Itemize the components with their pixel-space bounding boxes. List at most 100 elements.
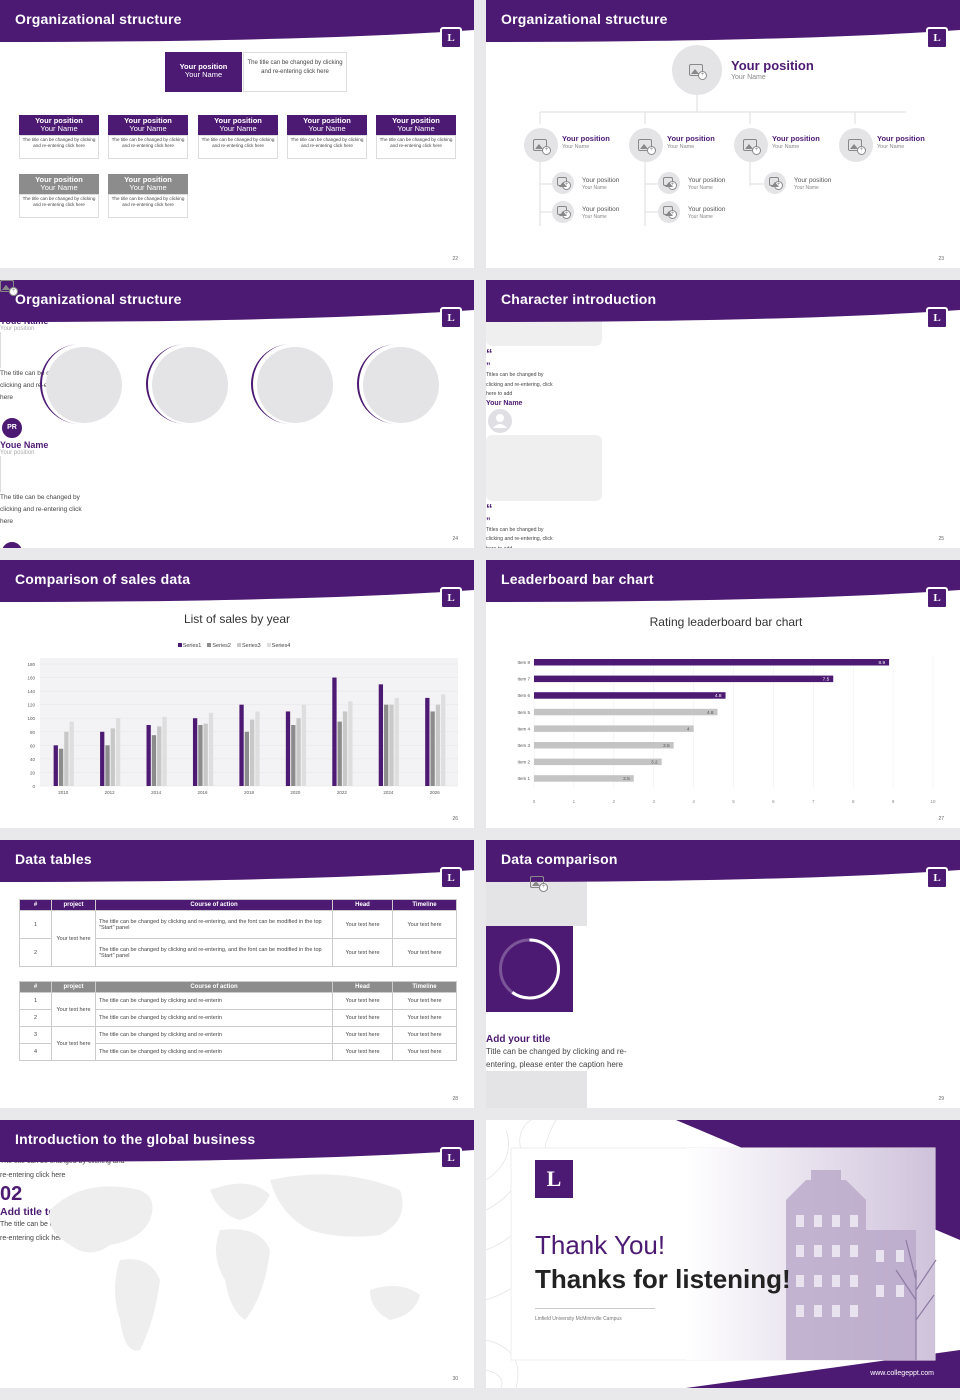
- node-name: Your Name: [688, 214, 713, 220]
- quote-text: Titles can be changed by clicking and re…: [486, 372, 553, 398]
- org-top-box[interactable]: Your position Your Name: [165, 52, 242, 92]
- top-position: Your position: [731, 58, 814, 73]
- table-row: 3 Your text here The title can be changed …: [19, 1026, 457, 1061]
- hbar: [534, 659, 890, 666]
- y-tick-label: 140: [27, 689, 35, 694]
- y-tick-label: 160: [27, 676, 35, 681]
- avatar-small[interactable]: [552, 172, 574, 194]
- decor-background: [486, 1120, 960, 1388]
- person-name: Your Name: [486, 399, 523, 407]
- avatar-small[interactable]: [658, 201, 680, 223]
- slide-header: Organizational structure L: [486, 0, 960, 49]
- org-lines: [539, 95, 906, 226]
- slide-sales-chart[interactable]: Comparison of sales data L List of sales…: [0, 560, 474, 828]
- image-icon: [848, 139, 866, 155]
- member-avatar[interactable]: [355, 342, 445, 432]
- node-name: Your Name: [877, 144, 905, 150]
- org-position-box[interactable]: Your position Your Name: [376, 115, 456, 135]
- category-label: Item 4: [517, 726, 530, 731]
- org-position-box[interactable]: Your position Your Name: [19, 115, 99, 135]
- image-icon: [689, 64, 707, 80]
- slide-header: Organizational structure L: [0, 0, 474, 49]
- image-icon: [533, 139, 551, 155]
- member-avatar[interactable]: [38, 342, 128, 432]
- chart-title: Rating leaderboard bar chart: [649, 615, 803, 629]
- col-num: #: [19, 899, 52, 911]
- page-number: 28: [452, 1096, 458, 1102]
- slide-character-intro[interactable]: Character introduction L “” Titles can be…: [486, 280, 960, 548]
- org-position-box[interactable]: Your position Your Name: [287, 115, 367, 135]
- bar: [53, 745, 58, 786]
- slide-org-chart-boxes[interactable]: Organizational structure L Your position…: [0, 0, 474, 268]
- divider: [535, 1308, 655, 1309]
- avatar-small[interactable]: [764, 172, 786, 194]
- bar: [389, 704, 394, 786]
- member-position: Your position: [0, 326, 35, 332]
- y-tick-label: 40: [30, 757, 36, 762]
- org-position-box[interactable]: Your position Your Name: [108, 174, 188, 194]
- top-avatar[interactable]: [672, 45, 722, 95]
- slide-leaderboard[interactable]: Leaderboard bar chart L Rating leaderboa…: [486, 560, 960, 828]
- hbar: [534, 725, 694, 732]
- bar: [394, 697, 399, 786]
- node-position: Your position: [688, 206, 726, 213]
- avatar[interactable]: [524, 128, 558, 162]
- slide-org-tree[interactable]: Organizational structure L Your position…: [486, 0, 960, 268]
- building-image-icon: [786, 1170, 916, 1360]
- category-label: Item 8: [517, 660, 530, 665]
- percent-panel: [486, 926, 573, 1012]
- value-label: 2.5: [623, 776, 630, 782]
- slide-header: Comparison of sales data L: [0, 560, 474, 609]
- chart-title: List of sales by year: [183, 612, 291, 626]
- x-tick-label: 0: [533, 799, 536, 804]
- org-position-box[interactable]: Your position Your Name: [19, 174, 99, 194]
- member-avatar[interactable]: [249, 342, 339, 432]
- avatar[interactable]: [734, 128, 768, 162]
- website-url[interactable]: www.collegeppt.com: [870, 1370, 934, 1377]
- percent-value: 60%: [514, 1012, 545, 1033]
- role-badge: PR: [0, 416, 24, 440]
- page-number: 24: [452, 536, 458, 542]
- x-tick-label: 10: [930, 799, 936, 804]
- org-position-box[interactable]: Your position Your Name: [198, 115, 278, 135]
- comparison-items: 60%Add your title Title can be changed by…: [486, 840, 960, 1108]
- y-tick-label: 60: [30, 743, 36, 748]
- node-name: Your Name: [688, 185, 713, 191]
- x-tick-label: 3: [652, 799, 655, 804]
- logo-icon: L: [926, 587, 948, 609]
- image-icon: [663, 177, 677, 190]
- slide-data-tables[interactable]: Data tables L # project Course of action He…: [0, 840, 474, 1108]
- slide-org-circles[interactable]: Organizational structure L CEOYoue NameY…: [0, 280, 474, 548]
- avatar[interactable]: [839, 128, 873, 162]
- y-tick-label: 0: [32, 784, 35, 789]
- table-row: 2 The title can be changed by clicking an…: [19, 938, 457, 967]
- avatar-small[interactable]: [658, 172, 680, 194]
- bar: [441, 694, 446, 786]
- node-name: Your Name: [667, 144, 695, 150]
- member-avatar[interactable]: [144, 342, 234, 432]
- bar: [425, 697, 430, 786]
- slide-data-comparison[interactable]: Data comparison L 60%Add your title Title…: [486, 840, 960, 1108]
- avatar-small[interactable]: [552, 201, 574, 223]
- slide-global-business[interactable]: Introduction to the global business L 01…: [0, 1120, 474, 1388]
- node-position: Your position: [772, 134, 820, 143]
- avatar[interactable]: [629, 128, 663, 162]
- node-position: Your position: [794, 177, 832, 184]
- legend-item: Series2: [207, 643, 231, 649]
- table-row: 1 Your text here The title can be changed …: [19, 992, 457, 1027]
- node-name: Your Name: [772, 144, 800, 150]
- project-cell: Your text here: [51, 910, 96, 967]
- image-icon: [638, 139, 656, 155]
- slide-thank-you[interactable]: L Thank You! Thanks for listening! Linfi…: [486, 1120, 960, 1388]
- hbar-chart: 0 1 2 3 4 5 6 7 8 9 10 Item 8 8.9 Item 7 7.5 Item 6 4.8 I…: [517, 656, 936, 804]
- org-position-box[interactable]: Your position Your Name: [108, 115, 188, 135]
- x-tick-label: 8: [852, 799, 855, 804]
- image-icon: [0, 280, 18, 416]
- node-position: Your position: [688, 177, 726, 184]
- quote-card[interactable]: [486, 434, 602, 501]
- bar: [146, 725, 151, 786]
- university-logo-icon: L: [535, 1160, 573, 1198]
- category-label: Item 6: [517, 693, 530, 698]
